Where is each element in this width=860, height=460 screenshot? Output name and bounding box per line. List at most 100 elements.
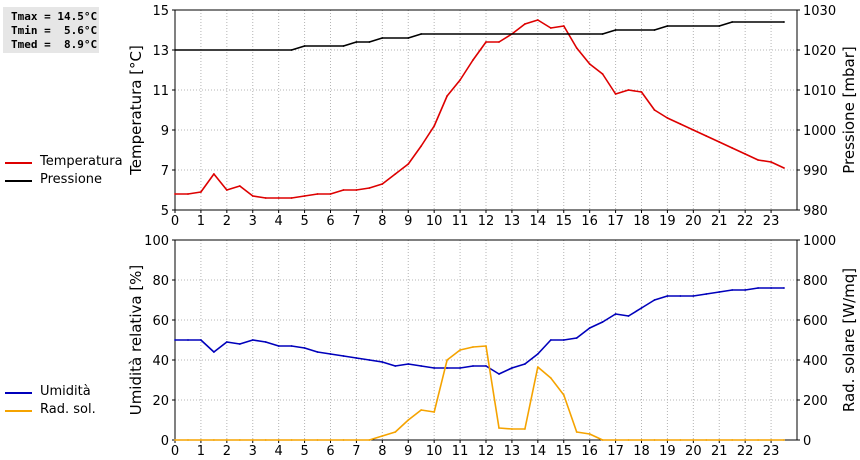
data-point-rad-sol	[303, 439, 306, 441]
data-point-pressione	[368, 41, 371, 43]
x-tick-label: 13	[504, 214, 521, 229]
x-tick-label: 10	[426, 214, 443, 229]
data-point-temperatura	[174, 193, 176, 195]
data-point-pressione	[303, 45, 306, 47]
y-tick-label: 40	[152, 354, 169, 369]
data-point-temperatura	[783, 167, 785, 169]
series-line-temperatura	[175, 19, 785, 199]
legend-item-temperatura: Temperatura	[5, 154, 145, 172]
y2-axis-title: Rad. solare [W/mq]	[840, 268, 858, 412]
data-point-umidita	[446, 367, 448, 369]
data-point-umidita	[342, 355, 345, 357]
data-point-temperatura	[225, 189, 228, 191]
data-point-temperatura	[264, 197, 267, 199]
y2-tick-label: 1000	[803, 124, 836, 139]
data-point-temperatura	[498, 41, 500, 43]
data-point-rad-sol	[536, 366, 539, 368]
y2-tick-label: 600	[803, 314, 828, 329]
data-point-rad-sol	[770, 439, 772, 441]
y2-tick-label: 1030	[803, 4, 836, 19]
data-point-umidita	[407, 363, 410, 365]
data-point-temperatura	[446, 95, 448, 97]
data-point-umidita	[731, 289, 734, 291]
data-point-temperatura	[524, 23, 526, 25]
x-tick-label: 9	[404, 444, 412, 459]
data-point-umidita	[562, 339, 565, 341]
data-point-umidita	[355, 357, 358, 359]
data-point-rad-sol	[368, 439, 371, 441]
data-point-temperatura	[588, 63, 591, 65]
data-point-temperatura	[316, 193, 319, 195]
data-point-temperatura	[355, 189, 358, 191]
data-point-rad-sol	[225, 439, 228, 441]
x-tick-label: 2	[223, 444, 231, 459]
data-point-umidita	[303, 347, 306, 349]
data-point-rad-sol	[316, 439, 319, 441]
data-point-pressione	[666, 25, 669, 27]
x-tick-label: 21	[711, 444, 728, 459]
y2-tick-label: 980	[803, 204, 828, 219]
data-point-temperatura	[368, 187, 371, 189]
data-point-rad-sol	[472, 346, 474, 348]
data-point-umidita	[264, 341, 267, 343]
x-tick-label: 7	[352, 444, 360, 459]
data-point-rad-sol	[679, 439, 682, 441]
x-tick-label: 20	[685, 214, 702, 229]
data-point-umidita	[614, 313, 617, 315]
x-tick-label: 15	[555, 444, 572, 459]
x-tick-label: 12	[478, 214, 495, 229]
y-tick-label: 20	[152, 394, 169, 409]
data-point-rad-sol	[705, 439, 708, 441]
data-point-umidita	[290, 345, 293, 347]
data-point-temperatura	[459, 79, 461, 81]
data-point-umidita	[213, 351, 215, 353]
data-point-temperatura	[627, 89, 630, 91]
x-tick-label: 14	[530, 214, 547, 229]
x-tick-label: 20	[685, 444, 702, 459]
x-tick-label: 2	[223, 214, 231, 229]
y-tick-label: 100	[144, 234, 169, 249]
x-tick-label: 14	[530, 444, 547, 459]
x-tick-label: 6	[326, 214, 334, 229]
data-point-umidita	[757, 287, 759, 289]
data-point-umidita	[588, 327, 591, 329]
data-point-rad-sol	[420, 409, 423, 411]
data-point-temperatura	[381, 183, 384, 185]
data-point-umidita	[381, 361, 384, 363]
legend-label-pressione: Pressione	[40, 172, 103, 187]
y-tick-label: 11	[152, 84, 169, 99]
y2-tick-label: 0	[803, 434, 811, 449]
legend-label-umidita: Umidità	[40, 384, 91, 399]
data-point-rad-sol	[524, 428, 526, 430]
data-point-pressione	[381, 37, 384, 39]
data-point-umidita	[472, 365, 474, 367]
data-point-pressione	[290, 49, 293, 51]
data-point-rad-sol	[459, 349, 461, 351]
data-point-rad-sol	[744, 439, 747, 441]
data-point-umidita	[575, 337, 578, 339]
data-point-temperatura	[394, 173, 397, 175]
data-point-umidita	[420, 365, 423, 367]
x-tick-label: 5	[300, 444, 308, 459]
y-axis-title: Temperatura [°C]	[127, 45, 145, 176]
data-point-temperatura	[614, 93, 617, 95]
data-point-rad-sol	[213, 439, 215, 441]
data-point-rad-sol	[355, 439, 358, 441]
data-point-rad-sol	[381, 435, 384, 437]
data-point-temperatura	[251, 195, 254, 197]
x-tick-label: 12	[478, 444, 495, 459]
data-point-umidita	[744, 289, 747, 291]
y2-tick-label: 400	[803, 354, 828, 369]
x-tick-label: 16	[581, 444, 598, 459]
data-point-umidita	[770, 287, 772, 289]
legend-swatch-rad-sol	[5, 410, 32, 412]
data-point-temperatura	[549, 27, 552, 29]
x-tick-label: 0	[171, 214, 179, 229]
data-point-temperatura	[420, 145, 423, 147]
data-point-umidita	[174, 339, 176, 341]
data-point-umidita	[329, 353, 332, 355]
legend-item-umidita: Umidità	[5, 384, 145, 402]
data-point-rad-sol	[329, 439, 332, 441]
data-point-temperatura	[731, 147, 734, 149]
